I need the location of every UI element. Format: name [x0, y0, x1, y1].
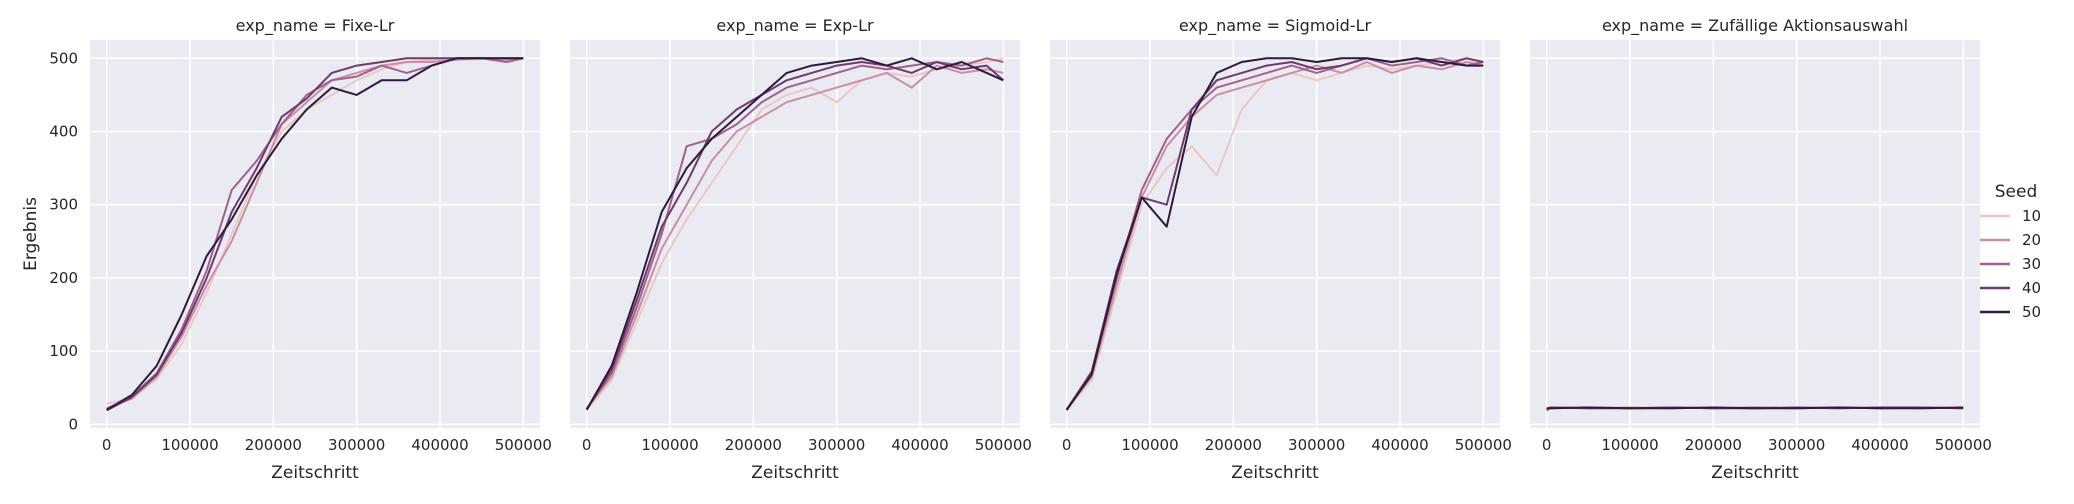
x-tick-label: 100000 [1121, 436, 1178, 454]
x-tick-label: 100000 [641, 436, 698, 454]
series-line-30 [1065, 57, 1484, 411]
x-tick-label: 500000 [495, 436, 552, 454]
panel-title: exp_name = Fixe-Lr [236, 16, 395, 36]
y-tick-label: 300 [49, 196, 78, 214]
legend-entry-10: 10 [2022, 207, 2041, 225]
x-tick-label: 200000 [725, 436, 782, 454]
y-axis-label: Ergebnis [21, 197, 41, 271]
legend-entry-50: 50 [2022, 303, 2041, 321]
x-tick-label: 300000 [808, 436, 865, 454]
x-tick-label: 300000 [328, 436, 385, 454]
panel-background-1 [570, 40, 1020, 428]
legend-entry-20: 20 [2022, 231, 2041, 249]
legend-title: Seed [1995, 182, 2038, 202]
x-axis-label: Zeitschritt [751, 463, 839, 483]
y-tick-label: 400 [49, 123, 78, 141]
x-axis-label: Zeitschritt [271, 463, 359, 483]
series-line-50 [1065, 57, 1484, 411]
x-tick-label: 300000 [1768, 436, 1825, 454]
series-line-50 [1546, 406, 1964, 410]
x-tick-label: 0 [1062, 436, 1072, 454]
x-tick-label: 300000 [1288, 436, 1345, 454]
series-line-20 [585, 64, 1004, 409]
y-tick-label: 500 [49, 49, 78, 67]
x-tick-label: 400000 [1371, 436, 1428, 454]
panel-title: exp_name = Exp-Lr [716, 16, 874, 36]
x-tick-label: 100000 [1601, 436, 1658, 454]
x-tick-label: 100000 [161, 436, 218, 454]
series-line-40 [585, 61, 1004, 411]
y-tick-label: 0 [68, 415, 78, 433]
legend-entry-40: 40 [2022, 279, 2041, 297]
y-tick-label: 200 [49, 269, 78, 287]
x-tick-label: 400000 [411, 436, 468, 454]
x-tick-label: 500000 [1455, 436, 1512, 454]
x-tick-label: 500000 [975, 436, 1032, 454]
series-line-20 [106, 57, 524, 410]
x-tick-label: 0 [102, 436, 112, 454]
x-tick-label: 200000 [1685, 436, 1742, 454]
x-tick-label: 500000 [1935, 436, 1992, 454]
x-tick-label: 400000 [1851, 436, 1908, 454]
x-tick-label: 400000 [891, 436, 948, 454]
x-tick-label: 200000 [1205, 436, 1262, 454]
legend-entry-30: 30 [2022, 255, 2041, 273]
panel-title: exp_name = Zufällige Aktionsauswahl [1602, 16, 1908, 36]
x-axis-label: Zeitschritt [1231, 463, 1319, 483]
x-tick-label: 200000 [245, 436, 302, 454]
x-axis-label: Zeitschritt [1711, 463, 1799, 483]
series-line-50 [106, 57, 524, 411]
series-line-50 [585, 57, 1004, 411]
panel-background-2 [1050, 40, 1500, 428]
panel-background-3 [1530, 40, 1980, 428]
y-tick-label: 100 [49, 342, 78, 360]
panel-title: exp_name = Sigmoid-Lr [1179, 16, 1372, 36]
x-tick-label: 0 [1542, 436, 1552, 454]
x-tick-label: 0 [582, 436, 592, 454]
